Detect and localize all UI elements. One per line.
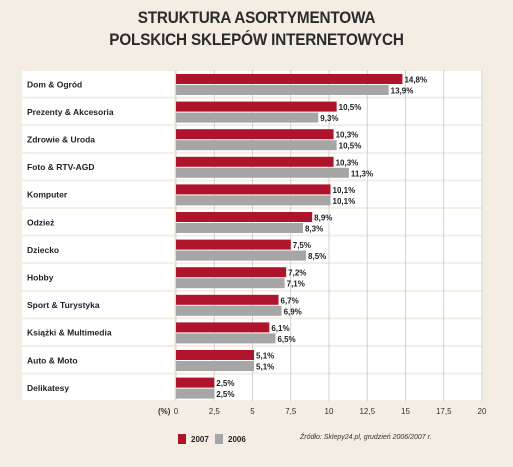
data-label-2006: 2,5%: [216, 390, 234, 399]
category-label-bg: [22, 291, 174, 318]
bar-2006: [176, 250, 307, 261]
bar-2007: [176, 212, 313, 222]
data-label-2006: 6,9%: [284, 307, 302, 316]
bar-2007: [176, 267, 287, 278]
x-tick-label: 17,5: [436, 407, 452, 416]
data-label-2007: 7,5%: [293, 241, 311, 250]
category-label-bg: [22, 209, 174, 235]
category-label-bg: [22, 264, 174, 290]
data-label-2007: 5,1%: [256, 352, 274, 361]
legend-label-2006: 2006: [228, 434, 246, 444]
x-tick-label: 20: [478, 407, 487, 416]
category-label: Hobby: [27, 273, 54, 283]
data-label-2007: 6,7%: [281, 296, 299, 305]
legend-swatch-2007: [178, 434, 186, 444]
x-tick-label: 12,5: [359, 407, 375, 416]
bar-2007: [176, 350, 255, 360]
category-label: Delikatesy: [27, 383, 69, 393]
x-tick-label: 2,5: [209, 407, 221, 416]
bar-2007: [176, 184, 331, 195]
category-label: Komputer: [27, 190, 68, 200]
data-label-2007: 10,3%: [336, 131, 359, 140]
category-label: Odzież: [27, 217, 54, 227]
data-label-2006: 8,3%: [305, 225, 323, 234]
bar-2006: [176, 361, 255, 371]
category-label-bg: [22, 236, 174, 263]
category-label: Auto & Moto: [27, 355, 78, 365]
bar-2007: [176, 322, 270, 333]
bar-2006: [176, 85, 389, 95]
category-label-bg: [22, 347, 174, 373]
category-label-bg: [22, 319, 174, 345]
category-label: Foto & RTV-AGD: [27, 162, 95, 172]
data-label-2007: 8,9%: [314, 214, 332, 223]
bar-2006: [176, 195, 331, 206]
data-label-2006: 11,3%: [351, 169, 373, 178]
data-label-2007: 10,1%: [333, 186, 356, 195]
category-label-bg: [22, 71, 174, 97]
x-tick-label: 5: [250, 407, 255, 416]
data-label-2006: 6,5%: [277, 335, 295, 344]
category-label-bg: [22, 181, 174, 207]
data-label-2006: 13,9%: [391, 87, 414, 96]
x-tick-label: 7,5: [285, 407, 297, 416]
data-label-2007: 7,2%: [288, 269, 306, 278]
data-label-2006: 10,1%: [333, 197, 356, 206]
legend-label-2007: 2007: [191, 434, 209, 444]
x-tick-label: 15: [401, 407, 410, 416]
data-label-2007: 10,3%: [336, 158, 359, 167]
category-label: Zdrowie & Uroda: [27, 135, 95, 145]
bar-2006: [176, 167, 349, 178]
category-label: Prezenty & Akcesoria: [27, 107, 114, 117]
data-label-2006: 10,5%: [339, 142, 362, 151]
category-label: Dom & Ogród: [27, 79, 82, 89]
legend-item-2006: 2006: [215, 434, 246, 444]
legend-item-2007: 2007: [178, 434, 209, 444]
bar-2006: [176, 333, 276, 344]
category-label: Dziecko: [27, 245, 59, 255]
bar-2007: [176, 156, 334, 167]
category-label-bg: [22, 374, 174, 401]
category-label-bg: [22, 153, 174, 180]
bar-2007: [176, 377, 215, 388]
bar-2007: [176, 239, 291, 250]
x-axis-unit-label: (%): [158, 407, 171, 416]
bar-2006: [176, 112, 319, 123]
x-tick-label: 10: [325, 407, 334, 416]
x-tick-label: 0: [174, 407, 179, 416]
data-label-2007: 10,5%: [339, 103, 362, 112]
bar-2006: [176, 388, 215, 399]
bar-2006: [176, 140, 337, 151]
data-label-2006: 5,1%: [256, 363, 274, 372]
bar-2007: [176, 129, 334, 140]
chart-title-line2: POLSKICH SKLEPÓW INTERNETOWYCH: [109, 30, 404, 49]
bar-2006: [176, 223, 303, 233]
legend-swatch-2006: [215, 434, 223, 444]
category-label: Książki & Multimedia: [27, 328, 112, 338]
category-label-bg: [22, 126, 174, 152]
bar-2007: [176, 101, 337, 112]
bar-2006: [176, 278, 285, 289]
data-label-2007: 6,1%: [271, 324, 289, 333]
bar-2006: [176, 305, 282, 316]
data-label-2006: 9,3%: [320, 114, 338, 123]
data-label-2006: 7,1%: [287, 280, 305, 289]
data-label-2007: 2,5%: [216, 379, 234, 388]
bar-2007: [176, 74, 403, 84]
bar-2007: [176, 294, 279, 305]
source-note: Źródło: Sklepy24.pl, grudzień 2006/2007 …: [300, 434, 432, 441]
category-label-bg: [22, 98, 174, 125]
data-label-2006: 8,5%: [308, 252, 326, 261]
data-label-2007: 14,8%: [404, 76, 427, 85]
category-label: Sport & Turystyka: [27, 300, 100, 310]
chart-title-line1: STRUKTURA ASORTYMENTOWA: [137, 8, 376, 27]
